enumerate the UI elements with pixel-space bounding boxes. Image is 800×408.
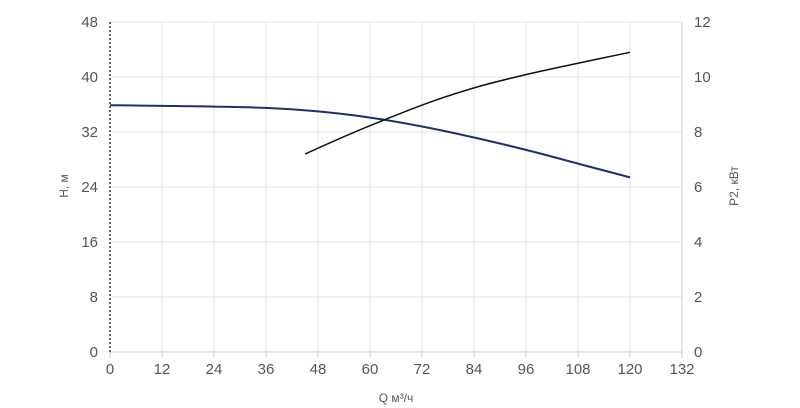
y-left-tick-label: 8 — [90, 289, 98, 306]
x-tick-label: 48 — [310, 361, 327, 378]
x-tick-labels: 0 12 24 36 48 60 72 84 96 108 120 132 — [106, 361, 695, 378]
y-right-tick-label: 4 — [694, 234, 702, 251]
y-right-axis-title: P2, кВт — [727, 166, 741, 206]
x-tick-label: 120 — [617, 361, 642, 378]
y-right-tick-label: 6 — [694, 179, 702, 196]
y-right-tick-label: 12 — [694, 14, 711, 31]
y-right-tick-labels: 0 2 4 6 8 10 12 — [694, 14, 711, 361]
x-tick-label: 84 — [466, 361, 483, 378]
head-curve — [109, 104, 631, 179]
x-tick-label: 132 — [669, 361, 694, 378]
power-curve — [304, 51, 631, 155]
y-right-tick-label: 10 — [694, 69, 711, 86]
x-tick-label: 60 — [362, 361, 379, 378]
x-tick-label: 72 — [414, 361, 431, 378]
y-left-tick-label: 16 — [81, 234, 98, 251]
x-tick-label: 108 — [565, 361, 590, 378]
y-left-axis-title: H, м — [57, 174, 71, 198]
x-tick-label: 96 — [518, 361, 535, 378]
x-tick-label: 36 — [258, 361, 275, 378]
y-left-tick-label: 40 — [81, 69, 98, 86]
y-left-tick-label: 0 — [90, 344, 98, 361]
y-right-tick-label: 2 — [694, 289, 702, 306]
y-left-tick-labels: 0 8 16 24 32 40 48 — [81, 14, 98, 361]
x-axis-title: Q м³/ч — [379, 391, 414, 405]
axes — [109, 22, 683, 358]
y-right-tick-label: 8 — [694, 124, 702, 141]
x-tick-label: 0 — [106, 361, 114, 378]
y-left-tick-label: 24 — [81, 179, 98, 196]
y-right-tick-label: 0 — [694, 344, 702, 361]
y-left-tick-label: 48 — [81, 14, 98, 31]
x-tick-label: 12 — [154, 361, 171, 378]
grid-lines — [110, 21, 683, 352]
series-lines — [109, 51, 631, 179]
x-tick-label: 24 — [206, 361, 223, 378]
y-left-tick-label: 32 — [81, 124, 98, 141]
